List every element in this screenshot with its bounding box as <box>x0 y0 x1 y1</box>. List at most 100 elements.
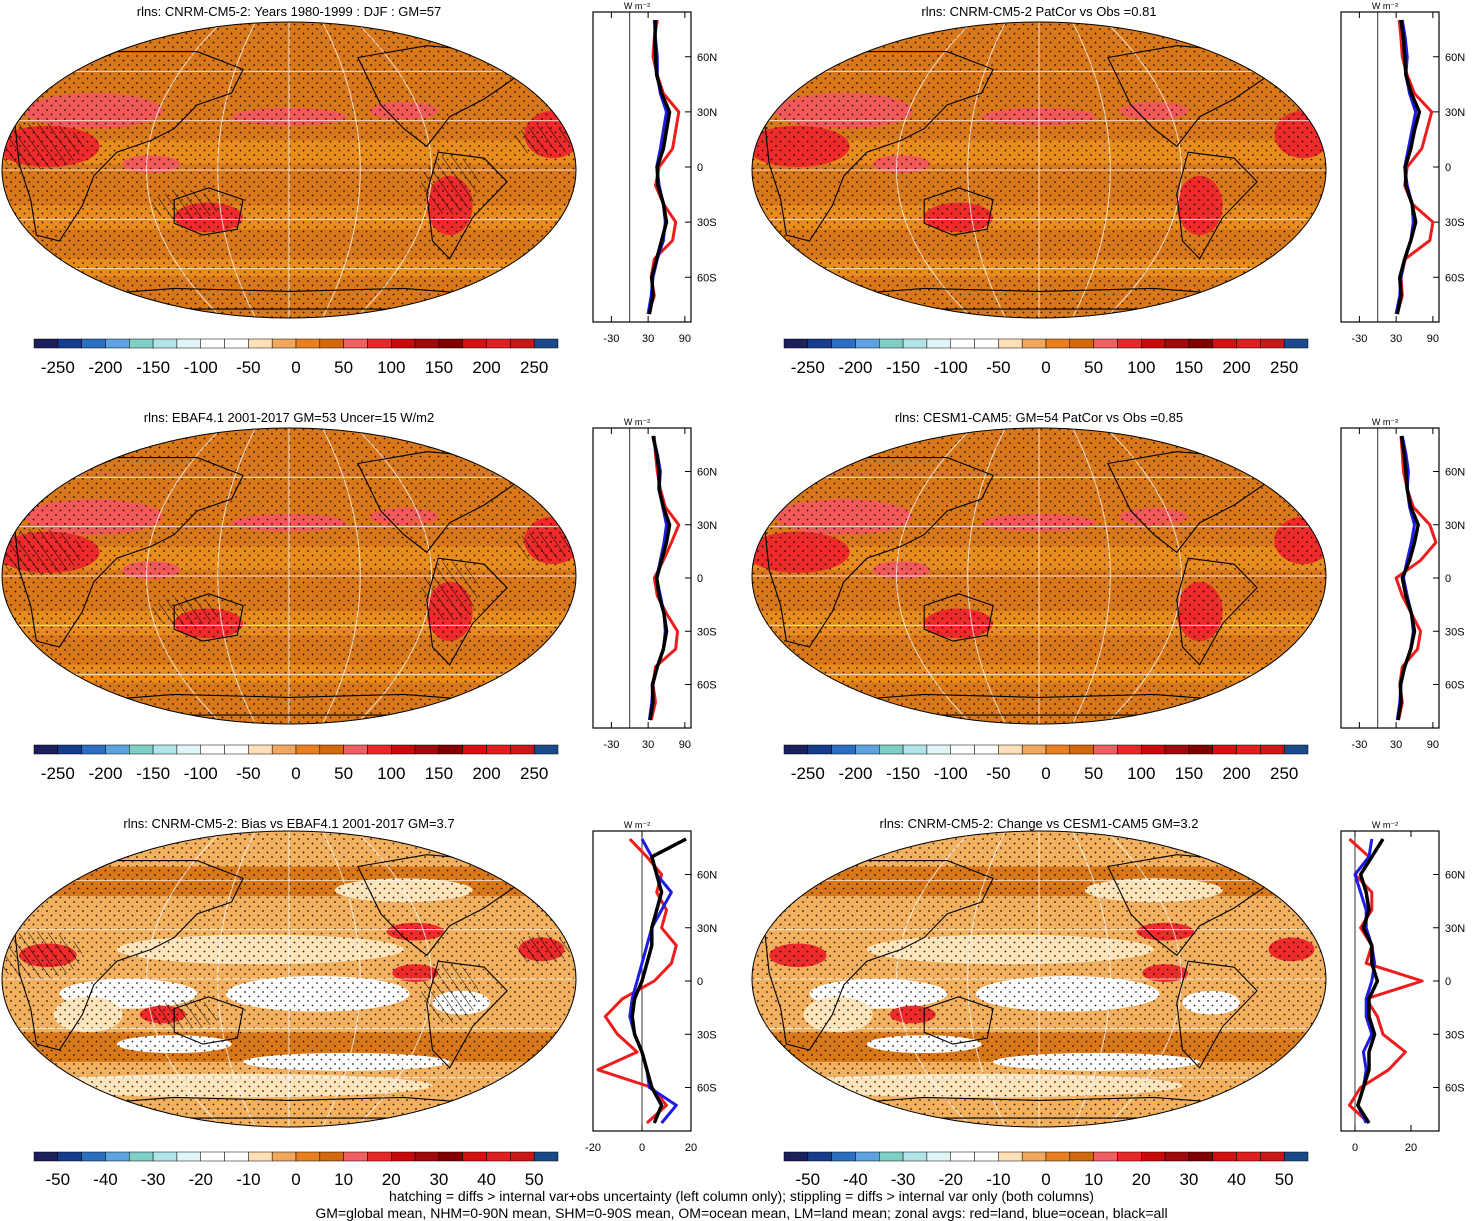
graticule-lon <box>217 831 256 1127</box>
zonal-lat-label: 0 <box>697 162 703 174</box>
colorbar-swatch <box>462 744 487 755</box>
zonal-line-all <box>630 837 687 1124</box>
colorbar-swatch <box>105 338 130 349</box>
zonal-plot: 0 20 60N 30N 0 30S 60S W m⁻² <box>1340 820 1465 1154</box>
colorbar-swatch <box>831 744 856 755</box>
colorbar-swatch <box>129 1151 154 1162</box>
colorbar: -50 -40 -30 -20 -10 0 10 20 30 40 50 <box>783 1151 1309 1189</box>
zonal-lat-label: 30N <box>1445 107 1465 119</box>
colorbar-swatch <box>902 744 928 755</box>
zonal-lat-label: 30S <box>1445 626 1465 638</box>
colorbar-swatch <box>129 338 154 349</box>
graticule-lon <box>896 22 973 318</box>
zonal-frame <box>1340 11 1440 323</box>
zonal-plot: -20 0 20 60N 30N 0 30S 60S W m⁻² <box>585 820 717 1154</box>
footer-line-2: GM=global mean, NHM=0-90N mean, SHM=0-90… <box>315 1205 1168 1221</box>
colorbar-tick-label: 20 <box>382 1170 401 1189</box>
colorbar-swatch <box>783 1151 809 1162</box>
coastline <box>426 960 508 1069</box>
graticule-lon <box>896 831 973 1127</box>
panel-5: rlns: CNRM-CM5-2: Bias vs EBAF4.1 2001-2… <box>1 816 717 1189</box>
graticule-lon <box>1105 22 1182 318</box>
colorbar-tick-label: 250 <box>1270 358 1298 377</box>
coastline <box>173 187 244 236</box>
zonal-lat-label: 60S <box>697 1083 717 1095</box>
colorbar-swatch <box>510 1151 535 1162</box>
colorbar-swatch <box>1021 1151 1047 1162</box>
map-hatching <box>512 934 571 965</box>
colorbar-tick-label: 150 <box>425 358 453 377</box>
colorbar-swatch <box>855 338 880 349</box>
colorbar-tick-label: 30 <box>429 1170 448 1189</box>
colorbar-swatch <box>1117 338 1142 349</box>
graticule-lon <box>967 22 1006 318</box>
map-field <box>752 22 1326 318</box>
map-outline <box>751 427 1327 725</box>
colorbar-swatch <box>1117 744 1142 755</box>
coastline <box>173 996 244 1045</box>
colorbar-tick-label: -200 <box>88 358 122 377</box>
panel-title: rlns: CNRM-CM5-2: Change vs CESM1-CAM5 G… <box>880 816 1199 831</box>
graticule-lon <box>1105 428 1182 724</box>
colorbar-swatch <box>831 1151 856 1162</box>
zonal-lat-label: 60N <box>1445 870 1465 882</box>
map-outline <box>751 830 1327 1128</box>
colorbar-swatch <box>1260 1151 1285 1162</box>
colorbar-swatch <box>783 338 809 349</box>
map-field <box>752 428 1326 724</box>
map-outline <box>751 21 1327 319</box>
colorbar-swatch <box>1021 338 1047 349</box>
graticule-lon <box>146 428 223 724</box>
graticule-lon <box>146 831 223 1127</box>
colorbar-swatch <box>33 338 59 349</box>
colorbar-swatch <box>224 1151 249 1162</box>
colorbar-swatch <box>391 744 416 755</box>
colorbar-swatch <box>1045 744 1071 755</box>
colorbar-tick-label: -30 <box>891 1170 916 1189</box>
colorbar-swatch <box>879 338 904 349</box>
colorbar-swatch <box>295 744 321 755</box>
colorbar-tick-label: 250 <box>520 764 548 783</box>
colorbar-tick-label: 30 <box>1179 1170 1198 1189</box>
zonal-lat-label: 60N <box>1445 52 1465 64</box>
colorbar-tick-label: 200 <box>1222 764 1250 783</box>
graticule-lon <box>967 428 1006 724</box>
zonal-lat-label: 30N <box>697 520 717 532</box>
colorbar-tick-label: 150 <box>425 764 453 783</box>
coastline <box>1256 851 1298 880</box>
colorbar-swatch <box>81 338 106 349</box>
colorbar-tick-label: -40 <box>843 1170 868 1189</box>
colorbar-swatch <box>486 1151 511 1162</box>
panel-2: rlns: CNRM-CM5-2 PatCor vs Obs =0.81 -250… <box>751 1 1465 377</box>
colorbar-tick-label: 40 <box>477 1170 496 1189</box>
colorbar-swatch <box>343 338 368 349</box>
colorbar-tick-label: -20 <box>938 1170 963 1189</box>
colorbar-tick-label: -200 <box>838 358 872 377</box>
zonal-lat-label: 60S <box>697 680 717 692</box>
colorbar-swatch <box>533 1151 559 1162</box>
zonal-plot: -30 30 90 60N 30N 0 30S 60S W m⁻² <box>1340 1 1465 345</box>
colorbar-swatch <box>367 744 392 755</box>
graticule <box>2 22 576 318</box>
colorbar-swatch <box>1212 1151 1237 1162</box>
graticule-lon <box>1105 831 1182 1127</box>
colorbar-swatch <box>414 338 440 349</box>
zonal-xtick-label: 90 <box>1427 739 1439 751</box>
colorbar-swatch <box>486 744 511 755</box>
colorbar-swatch <box>438 1151 463 1162</box>
colorbar-swatch <box>105 1151 130 1162</box>
colorbar-tick-label: -150 <box>136 764 170 783</box>
coastline <box>426 557 508 666</box>
colorbar-swatch <box>950 338 975 349</box>
coastline <box>1176 557 1258 666</box>
zonal-xtick-label: 30 <box>1390 333 1402 345</box>
colorbar-swatch <box>319 744 344 755</box>
graticule-lon <box>967 831 1006 1127</box>
colorbar-swatch <box>510 338 535 349</box>
coastline <box>426 151 508 260</box>
colorbar-tick-label: 0 <box>1041 358 1050 377</box>
colorbar-tick-label: 10 <box>1084 1170 1103 1189</box>
colorbar-tick-label: 100 <box>1127 358 1155 377</box>
map-hatching <box>2 931 83 980</box>
